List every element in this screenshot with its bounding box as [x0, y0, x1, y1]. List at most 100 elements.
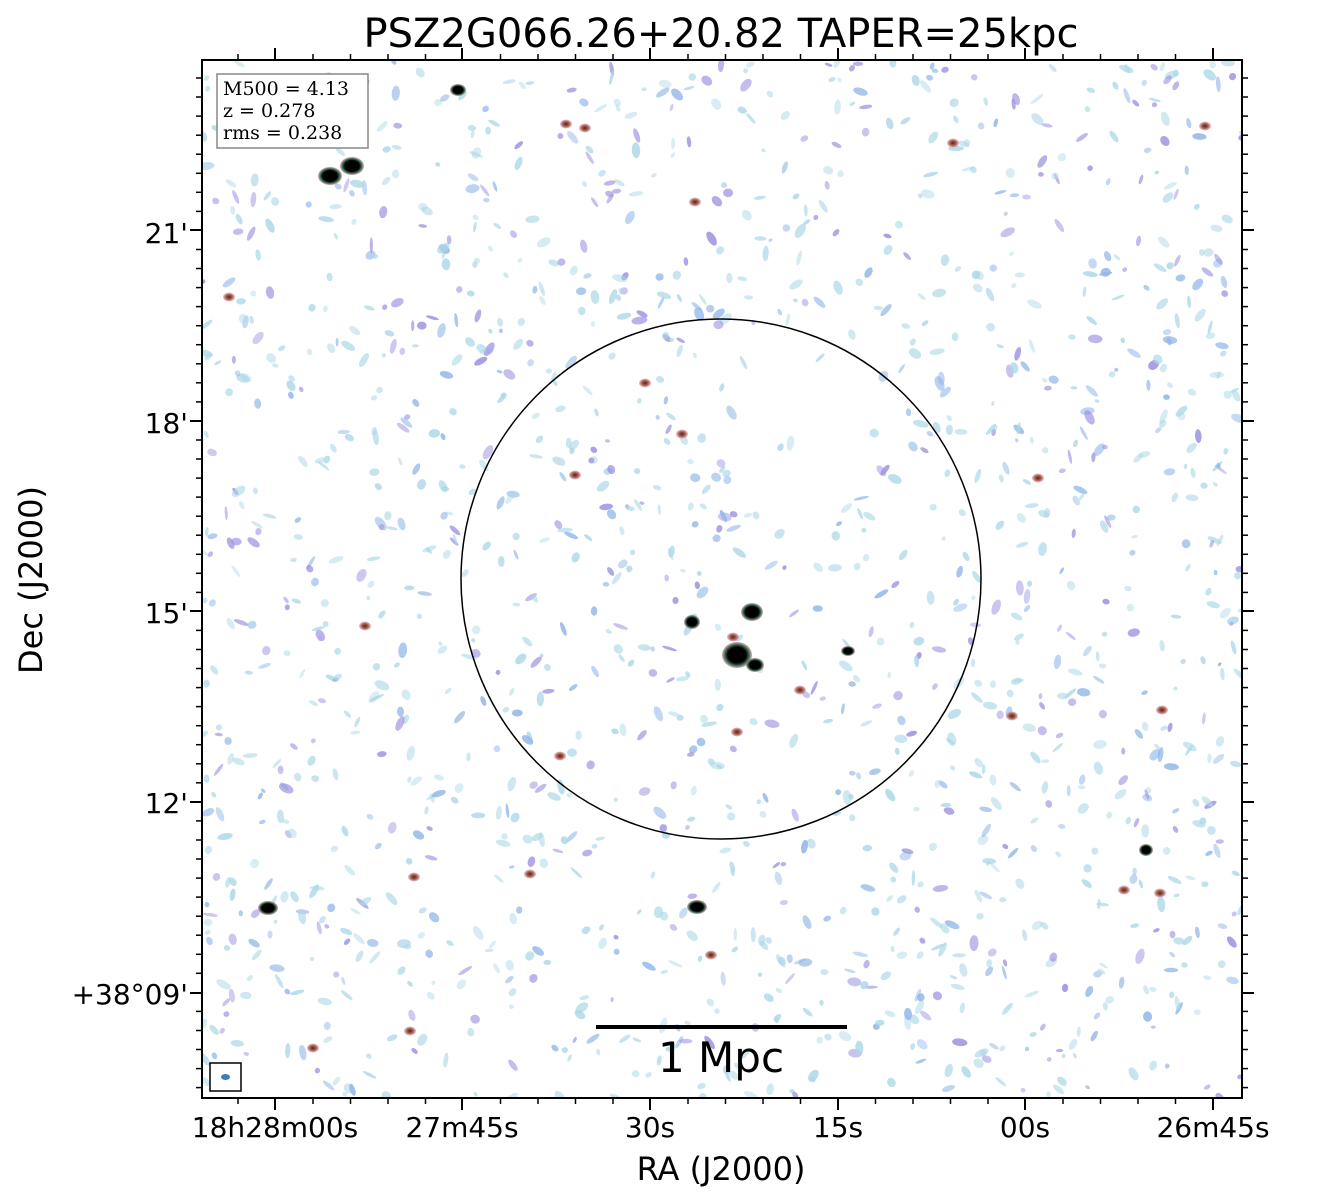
noise-blob [802, 1007, 813, 1017]
noise-blob [757, 972, 763, 977]
noise-blob [679, 1038, 693, 1044]
noise-blob [470, 130, 475, 139]
noise-blob [645, 1072, 652, 1078]
noise-blob [1030, 751, 1041, 764]
noise-blob [366, 813, 374, 820]
y-axis-label: Dec (J2000) [12, 486, 50, 674]
noise-blob [613, 623, 628, 630]
noise-blob [777, 308, 783, 316]
noise-blob [1141, 79, 1147, 86]
noise-blob [416, 613, 422, 619]
noise-blob [289, 989, 305, 996]
noise-blob [835, 521, 843, 527]
noise-blob [932, 288, 947, 298]
noise-blob [639, 501, 645, 505]
noise-blob [985, 287, 995, 302]
faint-source [1006, 711, 1018, 721]
bright-source [841, 646, 855, 656]
noise-blob [585, 145, 594, 154]
noise-blob [789, 279, 803, 290]
noise-blob [334, 183, 342, 190]
noise-blob [1207, 320, 1213, 334]
noise-blob [578, 306, 586, 316]
noise-blob [642, 961, 656, 971]
faint-source [947, 138, 959, 148]
noise-blob [1163, 75, 1172, 85]
noise-blob [406, 745, 415, 761]
noise-blob [529, 454, 543, 459]
noise-blob [426, 826, 433, 831]
noise-blob [349, 189, 355, 197]
noise-blob [452, 533, 458, 545]
noise-blob [987, 948, 997, 957]
noise-blob [554, 1090, 565, 1098]
noise-blob [391, 144, 402, 150]
noise-blob [709, 761, 725, 770]
noise-blob [378, 523, 385, 531]
noise-blob [690, 785, 697, 796]
noise-blob [1159, 640, 1165, 652]
noise-blob [719, 847, 732, 854]
noise-blob [1223, 447, 1229, 455]
noise-blob [615, 104, 621, 112]
noise-blob [742, 209, 752, 221]
noise-blob [472, 925, 484, 940]
noise-blob [494, 874, 504, 883]
noise-blob [598, 169, 606, 177]
noise-blob [999, 1045, 1006, 1051]
noise-blob [909, 621, 915, 629]
noise-blob [701, 484, 711, 495]
noise-blob [437, 323, 446, 338]
noise-blob [204, 75, 210, 81]
noise-blob [998, 474, 1004, 483]
noise-blob [1151, 102, 1158, 108]
noise-blob [439, 371, 454, 379]
noise-blob [976, 912, 984, 920]
noise-blob [560, 836, 569, 845]
noise-blob [1016, 513, 1026, 523]
noise-blob [941, 1084, 955, 1093]
noise-blob [290, 891, 299, 903]
noise-blob [235, 213, 243, 225]
noise-blob [207, 448, 217, 457]
noise-blob [385, 892, 398, 906]
noise-blob [926, 431, 934, 437]
noise-blob [291, 598, 302, 604]
noise-blob [531, 832, 543, 842]
noise-blob [1215, 839, 1224, 844]
noise-blob [1203, 1084, 1211, 1090]
noise-blob [917, 881, 924, 888]
noise-blob [1201, 796, 1214, 808]
faint-source [408, 872, 420, 882]
noise-blob [536, 691, 545, 707]
noise-blob [737, 106, 747, 114]
noise-blob [842, 789, 852, 806]
noise-blob [971, 692, 983, 703]
noise-blob [223, 945, 231, 951]
noise-blob [1219, 350, 1227, 357]
faint-source [639, 378, 651, 388]
noise-blob [539, 537, 551, 543]
noise-blob [1186, 117, 1192, 129]
noise-blob [1046, 1091, 1051, 1098]
noise-blob [971, 270, 981, 280]
noise-blob [863, 960, 870, 969]
noise-blob [653, 806, 667, 819]
noise-blob [876, 637, 885, 646]
noise-blob [687, 816, 696, 822]
noise-blob [590, 197, 599, 208]
noise-blob [749, 718, 758, 726]
noise-blob [913, 636, 925, 646]
noise-blob [1072, 495, 1081, 506]
noise-blob [1039, 1023, 1046, 1031]
noise-blob [1124, 585, 1132, 592]
noise-field [202, 60, 1242, 1098]
noise-blob [903, 252, 911, 260]
noise-blob [1128, 1067, 1139, 1081]
noise-blob [1057, 624, 1063, 632]
noise-blob [1099, 962, 1108, 969]
noise-blob [566, 87, 577, 93]
noise-blob [1082, 286, 1087, 297]
noise-blob [225, 179, 237, 188]
noise-blob [733, 927, 737, 941]
